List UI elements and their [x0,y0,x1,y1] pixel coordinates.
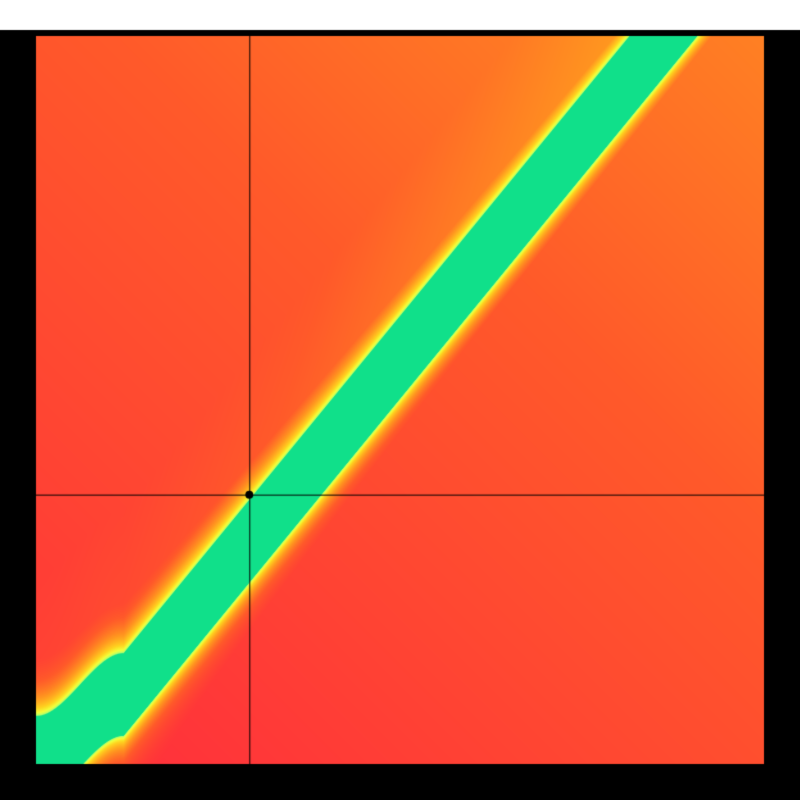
bottleneck-heatmap [0,0,800,800]
